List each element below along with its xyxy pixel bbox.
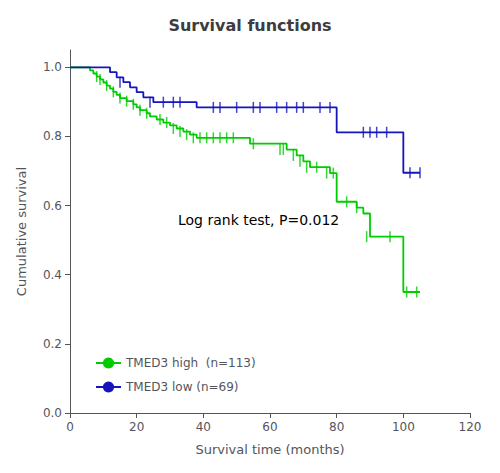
- svg-text:100: 100: [392, 420, 415, 434]
- svg-text:60: 60: [262, 420, 277, 434]
- svg-text:0.0: 0.0: [43, 406, 62, 420]
- svg-text:0.4: 0.4: [43, 268, 62, 282]
- svg-text:TMED3 low (n=69): TMED3 low (n=69): [125, 380, 239, 394]
- svg-text:Log rank test, P=0.012: Log rank test, P=0.012: [178, 212, 339, 228]
- svg-text:0.2: 0.2: [43, 337, 62, 351]
- svg-text:1.0: 1.0: [43, 60, 62, 74]
- svg-text:Survival time (months): Survival time (months): [195, 442, 344, 457]
- svg-text:20: 20: [129, 420, 144, 434]
- svg-text:Cumulative survival: Cumulative survival: [14, 167, 29, 296]
- svg-text:40: 40: [196, 420, 211, 434]
- svg-text:TMED3 high (n=113): TMED3 high (n=113): [125, 356, 256, 370]
- svg-text:0.6: 0.6: [43, 199, 62, 213]
- svg-text:80: 80: [329, 420, 344, 434]
- svg-text:0.8: 0.8: [43, 129, 62, 143]
- svg-text:Survival functions: Survival functions: [168, 16, 331, 35]
- svg-text:0: 0: [66, 420, 74, 434]
- svg-text:120: 120: [459, 420, 482, 434]
